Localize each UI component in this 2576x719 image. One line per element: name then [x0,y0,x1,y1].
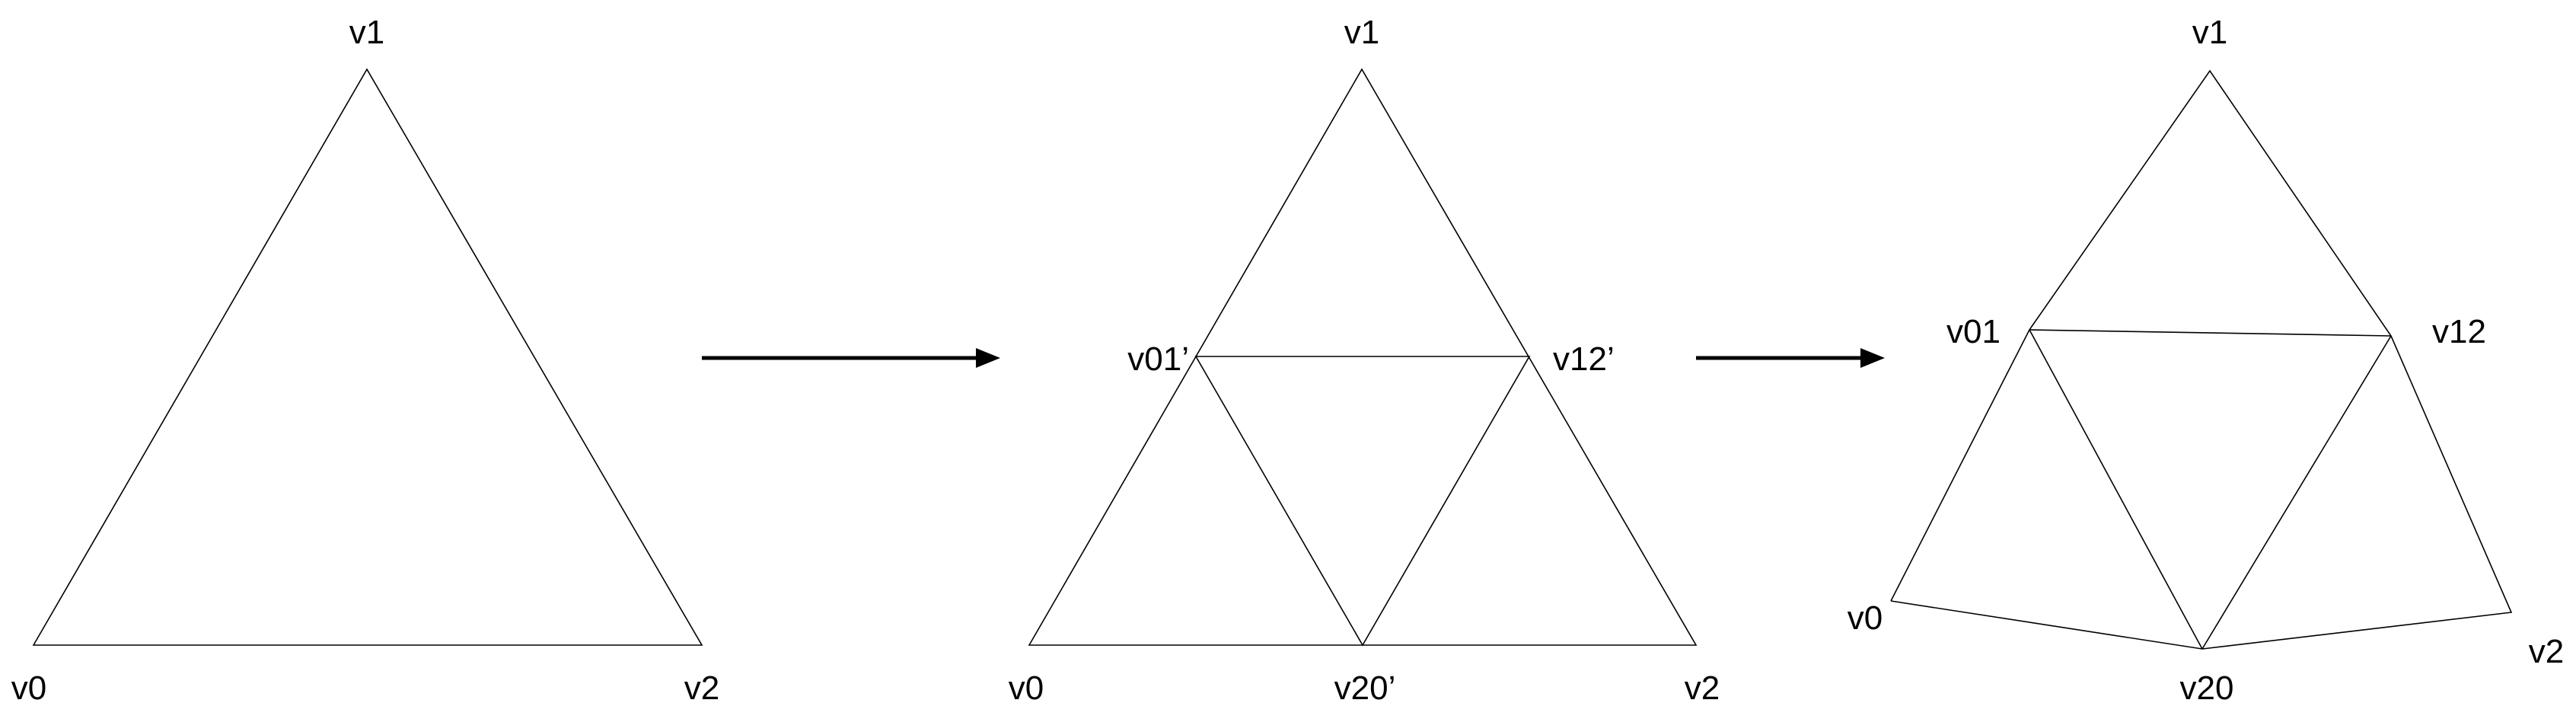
vertex-label-v2: v2 [684,669,719,707]
vertex-label-v01: v01 [1946,313,2001,350]
vertex-label-v2: v2 [1685,669,1720,707]
vertex-label-v0: v0 [11,669,46,707]
arrow-1-head [976,348,1000,368]
panel-subdivided-triangle: v1 v01’ v12’ v0 v20’ v2 [1009,14,1720,707]
triangle-v0-v1-v2 [32,68,703,646]
panel-displaced-triangle: v1 v01 v12 v0 v20 v2 [1848,14,2564,707]
edge-v01-v20 [2029,329,2203,650]
vertex-label-v20: v20 [2180,669,2234,707]
arrow-1 [702,348,1000,368]
vertex-label-v1: v1 [1344,14,1379,51]
vertex-label-v0: v0 [1009,669,1044,707]
outline-v0-v01-v1-v12-v2-v20-v0 [1890,69,2513,650]
arrow-2-head [1860,348,1885,368]
vertex-label-v2: v2 [2529,633,2564,670]
vertex-label-v0: v0 [1848,599,1883,637]
inner-midpoint-triangle [1194,356,1531,647]
edge-v01-v12 [2029,329,2392,337]
panel-original-triangle: v1 v0 v2 [11,14,719,707]
edge-v12-v20 [2201,335,2392,650]
arrow-2 [1696,348,1885,368]
vertex-label-v1: v1 [2192,14,2227,51]
vertex-label-v12: v12’ [1553,340,1615,378]
vertex-label-v1: v1 [349,14,384,51]
vertex-label-v01: v01’ [1127,340,1189,378]
vertex-label-v20: v20’ [1334,669,1396,707]
vertex-label-v12: v12 [2432,313,2486,350]
